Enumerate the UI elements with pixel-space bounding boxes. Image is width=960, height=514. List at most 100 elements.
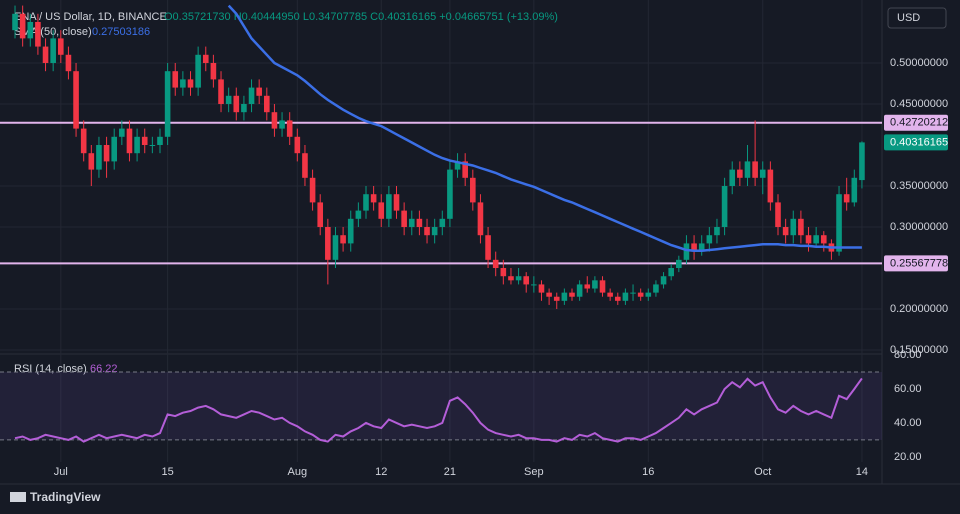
- level-tag: [884, 114, 948, 131]
- rsi-legend: RSI (14, close): [14, 363, 87, 375]
- candle-body: [523, 276, 530, 285]
- candle-body: [294, 136, 301, 154]
- candle-body: [843, 194, 850, 203]
- candle-body: [721, 186, 728, 228]
- candle-body: [264, 95, 270, 113]
- candle-body: [447, 169, 453, 219]
- x-tick-label: Oct: [754, 466, 771, 478]
- candle-body: [599, 280, 606, 293]
- candle-body: [378, 202, 385, 219]
- y-tick-label: 0.50000000: [890, 57, 948, 69]
- candle-body: [80, 128, 87, 154]
- candle-body: [775, 202, 781, 228]
- candle-body: [836, 194, 842, 252]
- price-label: 0.40316165: [890, 136, 948, 148]
- candle-body: [386, 194, 392, 219]
- candle-body: [645, 292, 652, 297]
- candle-body: [233, 95, 240, 113]
- candle-body: [752, 161, 758, 178]
- candle-body: [676, 259, 682, 269]
- candle-body: [569, 292, 575, 297]
- x-tick-label: 15: [161, 466, 173, 478]
- rsi-value: 66.22: [90, 363, 118, 375]
- candle-body: [851, 177, 858, 203]
- candle-body: [88, 153, 95, 170]
- candle-body: [195, 54, 201, 88]
- candle-body: [607, 292, 613, 297]
- x-tick-label: Aug: [288, 466, 308, 478]
- candle-body: [798, 218, 804, 236]
- candle-body: [561, 292, 568, 301]
- candle-body: [767, 169, 774, 203]
- candle-body: [187, 79, 194, 88]
- candle-body: [729, 169, 736, 187]
- currency-button[interactable]: [887, 7, 947, 29]
- candle-body: [325, 227, 331, 260]
- candle-body: [439, 218, 446, 228]
- candle-body: [637, 292, 644, 297]
- y-tick-label: 0.15000000: [890, 344, 948, 356]
- candle-body: [111, 136, 118, 162]
- candle-body: [759, 169, 766, 178]
- candle-body: [805, 235, 812, 244]
- rsi-tick-label: 60.00: [894, 383, 922, 395]
- candle-body: [630, 292, 636, 294]
- candle-body: [744, 161, 751, 178]
- candle-body: [180, 79, 186, 88]
- candle-body: [248, 87, 255, 104]
- candle-body: [462, 161, 468, 178]
- rsi-tick-label: 20.00: [894, 451, 922, 463]
- rsi-band: [0, 371, 882, 440]
- candle-body: [584, 284, 591, 289]
- candle-body: [515, 276, 522, 281]
- y-tick-label: 0.45000000: [890, 98, 948, 110]
- candle-body: [218, 79, 224, 104]
- candle-body: [141, 136, 148, 145]
- candle-body: [408, 218, 415, 228]
- ohlc-legend: O0.35721730 H0.40444950 L0.34707785 C0.4…: [164, 11, 558, 23]
- candle-body: [668, 268, 674, 277]
- candle-body: [470, 177, 476, 203]
- candle-body: [309, 177, 316, 203]
- candle-body: [576, 284, 583, 297]
- candle-body: [12, 13, 18, 31]
- level-tag: [884, 255, 948, 272]
- candle-body: [172, 71, 179, 88]
- candle-body: [622, 292, 629, 301]
- candle-body: [698, 243, 705, 252]
- x-tick-label: 14: [856, 466, 868, 478]
- rsi-line: [14, 377, 863, 443]
- candle-body: [424, 227, 430, 236]
- candle-body: [401, 210, 407, 228]
- y-tick-label: 0.20000000: [890, 303, 948, 315]
- candle-body: [355, 210, 362, 219]
- candle-body: [65, 54, 72, 72]
- chart-title: ENA / US Dollar, 1D, BINANCE: [14, 11, 167, 23]
- candle-body: [706, 235, 713, 244]
- sma-value: 0.27503186: [92, 26, 150, 38]
- x-tick-label: 16: [642, 466, 654, 478]
- candle-body: [256, 87, 262, 96]
- candle-body: [782, 227, 789, 236]
- candle-body: [225, 95, 232, 104]
- candle-body: [96, 144, 102, 170]
- candle-body: [614, 296, 621, 301]
- candle-body: [477, 202, 484, 236]
- candle-body: [164, 71, 171, 137]
- candle-body: [500, 268, 507, 277]
- candle-body: [508, 276, 514, 281]
- candle-body: [279, 120, 285, 129]
- rsi-tick-label: 80.00: [894, 349, 922, 361]
- candle-body: [73, 71, 79, 129]
- candle-body: [431, 227, 438, 236]
- candle-body: [691, 243, 697, 252]
- level-label: 0.42720212: [890, 117, 948, 129]
- candle-body: [492, 259, 499, 269]
- candle-body: [485, 235, 491, 260]
- candle-body: [454, 161, 461, 170]
- candle-body: [546, 292, 552, 297]
- y-tick-label: 0.30000000: [890, 221, 948, 233]
